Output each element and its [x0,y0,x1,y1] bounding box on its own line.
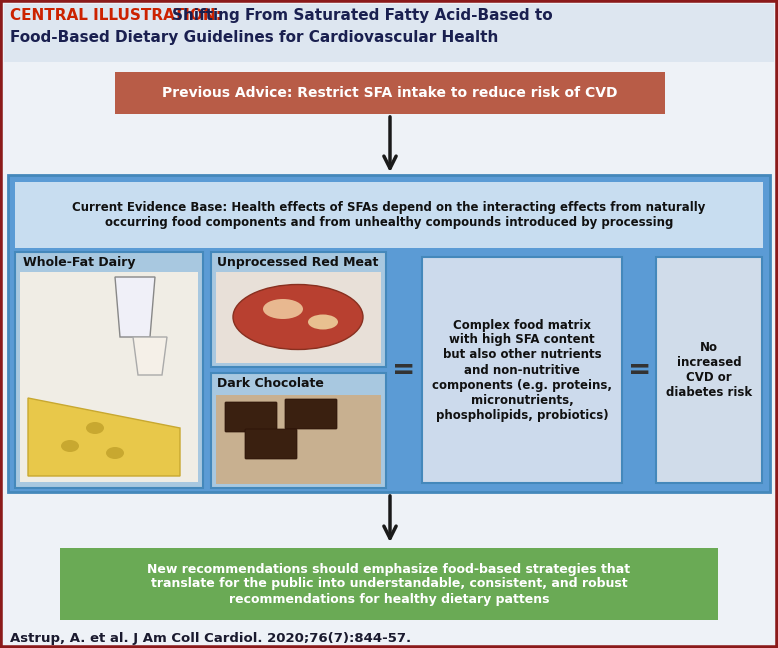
Polygon shape [115,277,155,337]
Bar [20,272,198,482]
Bar [422,257,622,483]
FancyBboxPatch shape [225,402,277,432]
Text: Astrup, A. et al. J Am Coll Cardiol. 2020;76(7):844-57.: Astrup, A. et al. J Am Coll Cardiol. 202… [10,632,411,645]
FancyBboxPatch shape [245,429,297,459]
Text: Dark Chocolate: Dark Chocolate [217,377,324,390]
Bar [216,395,381,484]
Text: Current Evidence Base: Health effects of SFAs depend on the interacting effects : Current Evidence Base: Health effects of… [72,201,706,229]
Text: Food-Based Dietary Guidelines for Cardiovascular Health: Food-Based Dietary Guidelines for Cardio… [10,30,499,45]
Polygon shape [28,398,180,476]
Text: Unprocessed Red Meat: Unprocessed Red Meat [217,256,378,269]
Text: Previous Advice: Restrict SFA intake to reduce risk of CVD: Previous Advice: Restrict SFA intake to … [163,86,618,100]
Bar [15,182,763,248]
Bar [216,272,381,363]
Bar [656,257,762,483]
Text: Complex food matrix
with high SFA content
but also other nutrients
and non-nutri: Complex food matrix with high SFA conten… [432,319,612,421]
Bar [60,548,718,620]
Text: Whole-Fat Dairy: Whole-Fat Dairy [23,256,135,269]
Text: No
increased
CVD or
diabetes risk: No increased CVD or diabetes risk [666,341,752,399]
Ellipse shape [106,447,124,459]
Bar [15,252,203,488]
Bar [8,175,770,492]
Ellipse shape [233,284,363,349]
Text: =: = [629,356,652,384]
Ellipse shape [263,299,303,319]
Ellipse shape [61,440,79,452]
Bar [211,373,386,488]
Bar [4,4,774,62]
FancyBboxPatch shape [285,399,337,429]
Polygon shape [133,337,167,375]
Bar [115,72,665,114]
Text: Shifting From Saturated Fatty Acid-Based to: Shifting From Saturated Fatty Acid-Based… [172,8,552,23]
Text: New recommendations should emphasize food-based strategies that
translate for th: New recommendations should emphasize foo… [148,562,630,605]
Ellipse shape [308,314,338,329]
Ellipse shape [86,422,104,434]
Bar [211,252,386,367]
Text: =: = [392,356,415,384]
Text: CENTRAL ILLUSTRATION:: CENTRAL ILLUSTRATION: [10,8,222,23]
